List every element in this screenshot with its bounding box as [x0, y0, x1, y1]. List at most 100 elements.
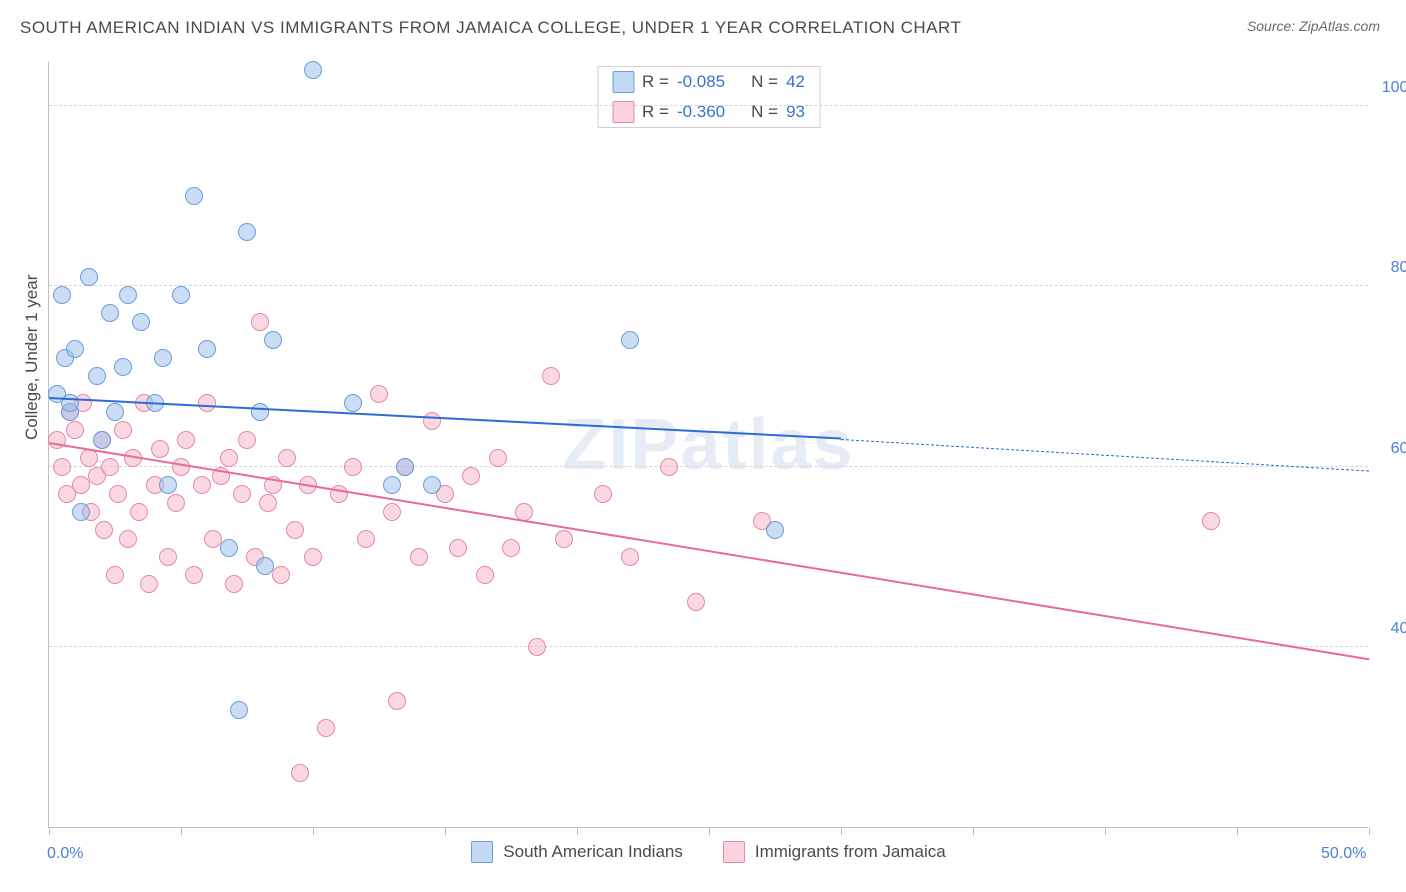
- scatter-point-pink: [238, 431, 256, 449]
- scatter-point-blue: [264, 331, 282, 349]
- x-tick-label: 0.0%: [47, 845, 83, 863]
- r-label: R =: [642, 72, 669, 92]
- scatter-point-blue: [185, 187, 203, 205]
- correlation-row-pink: R = -0.360 N = 93: [598, 97, 819, 127]
- scatter-point-blue: [220, 539, 238, 557]
- watermark: ZIPatlas: [562, 404, 854, 486]
- scatter-point-blue: [114, 358, 132, 376]
- scatter-point-blue: [106, 403, 124, 421]
- series-legend: South American Indians Immigrants from J…: [49, 841, 1368, 863]
- scatter-point-pink: [286, 521, 304, 539]
- correlation-legend: R = -0.085 N = 42 R = -0.360 N = 93: [597, 66, 820, 128]
- scatter-point-blue: [132, 313, 150, 331]
- scatter-point-pink: [410, 548, 428, 566]
- scatter-point-pink: [140, 575, 158, 593]
- scatter-point-pink: [502, 539, 520, 557]
- scatter-point-pink: [476, 566, 494, 584]
- y-tick-label: 100.0%: [1376, 79, 1406, 97]
- swatch-blue-icon: [471, 841, 493, 863]
- scatter-point-pink: [259, 494, 277, 512]
- x-tick: [1105, 827, 1106, 835]
- n-label: N =: [751, 72, 778, 92]
- scatter-point-blue: [93, 431, 111, 449]
- legend-label: South American Indians: [503, 842, 683, 862]
- scatter-point-pink: [106, 566, 124, 584]
- y-tick-label: 40.0%: [1376, 620, 1406, 638]
- scatter-point-pink: [449, 539, 467, 557]
- scatter-point-pink: [660, 458, 678, 476]
- scatter-point-blue: [80, 268, 98, 286]
- scatter-point-blue: [621, 331, 639, 349]
- scatter-point-pink: [317, 719, 335, 737]
- x-tick: [181, 827, 182, 835]
- scatter-point-blue: [66, 340, 84, 358]
- scatter-point-blue: [88, 367, 106, 385]
- scatter-point-blue: [396, 458, 414, 476]
- scatter-point-blue: [230, 701, 248, 719]
- y-tick-label: 80.0%: [1376, 259, 1406, 277]
- scatter-point-pink: [225, 575, 243, 593]
- x-tick: [577, 827, 578, 835]
- x-tick: [973, 827, 974, 835]
- scatter-point-pink: [159, 548, 177, 566]
- scatter-point-pink: [344, 458, 362, 476]
- scatter-point-pink: [198, 394, 216, 412]
- scatter-point-blue: [766, 521, 784, 539]
- y-tick-label: 60.0%: [1376, 440, 1406, 458]
- scatter-point-pink: [185, 566, 203, 584]
- scatter-point-blue: [304, 61, 322, 79]
- scatter-point-pink: [687, 593, 705, 611]
- scatter-point-blue: [423, 476, 441, 494]
- scatter-point-pink: [151, 440, 169, 458]
- scatter-point-pink: [462, 467, 480, 485]
- trend-line-blue: [49, 397, 841, 440]
- scatter-point-pink: [101, 458, 119, 476]
- x-tick: [313, 827, 314, 835]
- scatter-point-blue: [172, 286, 190, 304]
- scatter-point-pink: [370, 385, 388, 403]
- scatter-point-blue: [53, 286, 71, 304]
- x-tick: [841, 827, 842, 835]
- correlation-row-blue: R = -0.085 N = 42: [598, 67, 819, 97]
- scatter-point-pink: [167, 494, 185, 512]
- scatter-point-pink: [423, 412, 441, 430]
- y-axis-label: College, Under 1 year: [22, 275, 42, 440]
- x-tick: [49, 827, 50, 835]
- x-tick: [445, 827, 446, 835]
- scatter-point-pink: [220, 449, 238, 467]
- scatter-point-pink: [193, 476, 211, 494]
- scatter-point-pink: [555, 530, 573, 548]
- scatter-point-pink: [542, 367, 560, 385]
- chart-title: SOUTH AMERICAN INDIAN VS IMMIGRANTS FROM…: [20, 18, 961, 38]
- scatter-point-pink: [357, 530, 375, 548]
- scatter-point-pink: [528, 638, 546, 656]
- scatter-point-pink: [95, 521, 113, 539]
- scatter-point-pink: [130, 503, 148, 521]
- scatter-point-pink: [109, 485, 127, 503]
- scatter-point-blue: [154, 349, 172, 367]
- scatter-point-blue: [198, 340, 216, 358]
- swatch-pink-icon: [723, 841, 745, 863]
- x-tick-label: 50.0%: [1321, 845, 1366, 863]
- scatter-point-pink: [272, 566, 290, 584]
- scatter-point-pink: [388, 692, 406, 710]
- scatter-point-blue: [101, 304, 119, 322]
- scatter-point-pink: [489, 449, 507, 467]
- x-tick: [1237, 827, 1238, 835]
- scatter-point-blue: [344, 394, 362, 412]
- gridline: [49, 466, 1368, 467]
- scatter-point-pink: [177, 431, 195, 449]
- scatter-point-pink: [233, 485, 251, 503]
- chart-plot-area: ZIPatlas R = -0.085 N = 42 R = -0.360 N …: [48, 62, 1368, 828]
- legend-item-blue: South American Indians: [471, 841, 683, 863]
- gridline: [49, 105, 1368, 106]
- gridline: [49, 646, 1368, 647]
- scatter-point-pink: [621, 548, 639, 566]
- scatter-point-pink: [66, 421, 84, 439]
- legend-item-pink: Immigrants from Jamaica: [723, 841, 946, 863]
- scatter-point-pink: [291, 764, 309, 782]
- x-tick: [1369, 827, 1370, 835]
- gridline: [49, 285, 1368, 286]
- scatter-point-blue: [256, 557, 274, 575]
- source-attribution: Source: ZipAtlas.com: [1247, 18, 1380, 34]
